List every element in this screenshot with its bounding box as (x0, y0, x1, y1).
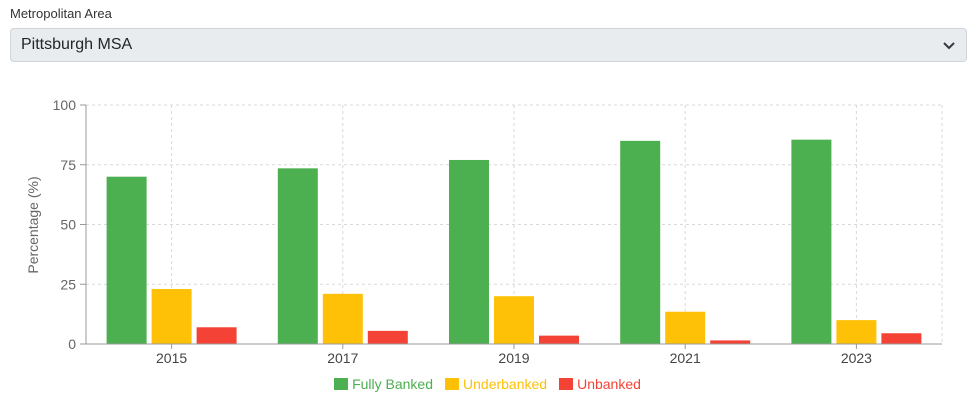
legend-label: Unbanked (577, 376, 641, 392)
bar-unbanked-2023 (881, 333, 922, 344)
legend: Fully Banked Underbanked Unbanked (0, 376, 975, 392)
bar-underbanked-2019 (494, 296, 534, 344)
bar-underbanked-2015 (151, 289, 192, 344)
bar-fully-banked-2015 (106, 176, 147, 344)
bar-fully-banked-2019 (449, 159, 489, 344)
legend-item-underbanked[interactable]: Underbanked (445, 376, 547, 392)
y-axis-title: Percentage (%) (25, 176, 41, 273)
bars (106, 139, 922, 344)
filter-label: Metropolitan Area (10, 6, 112, 21)
bar-unbanked-2017 (367, 330, 408, 344)
bar-underbanked-2021 (665, 311, 706, 344)
legend-label: Fully Banked (352, 376, 434, 392)
bar-fully-banked-2017 (277, 168, 318, 344)
x-tick-label: 2017 (327, 350, 358, 366)
y-tick-label: 0 (68, 336, 76, 352)
bar-unbanked-2015 (196, 327, 237, 344)
y-ticks: 0 25 50 75 100 (53, 97, 87, 352)
legend-label: Underbanked (463, 376, 548, 392)
metro-area-select[interactable]: Pittsburgh MSA (10, 28, 967, 62)
bar-underbanked-2023 (836, 320, 877, 344)
legend-item-fully-banked[interactable]: Fully Banked (334, 376, 433, 392)
metro-area-value: Pittsburgh MSA (21, 36, 133, 53)
y-tick-label: 100 (53, 97, 77, 113)
x-ticks: 2015 2017 2019 2021 2023 (86, 343, 942, 366)
x-tick-label: 2021 (670, 350, 701, 366)
bar-unbanked-2019 (539, 335, 579, 344)
bar-unbanked-2021 (710, 340, 751, 344)
legend-swatch (334, 378, 349, 390)
legend-swatch (559, 378, 574, 390)
y-tick-label: 25 (60, 276, 76, 292)
bar-underbanked-2017 (322, 293, 363, 344)
legend-swatch (445, 378, 460, 390)
y-tick-label: 75 (60, 157, 76, 173)
y-tick-label: 50 (60, 217, 76, 233)
x-tick-label: 2023 (841, 350, 872, 366)
bar-fully-banked-2023 (791, 139, 832, 344)
legend-item-unbanked[interactable]: Unbanked (559, 376, 641, 392)
x-tick-label: 2019 (498, 350, 529, 366)
bar-fully-banked-2021 (620, 140, 661, 344)
x-tick-label: 2015 (156, 350, 187, 366)
chevron-down-icon (942, 38, 956, 52)
